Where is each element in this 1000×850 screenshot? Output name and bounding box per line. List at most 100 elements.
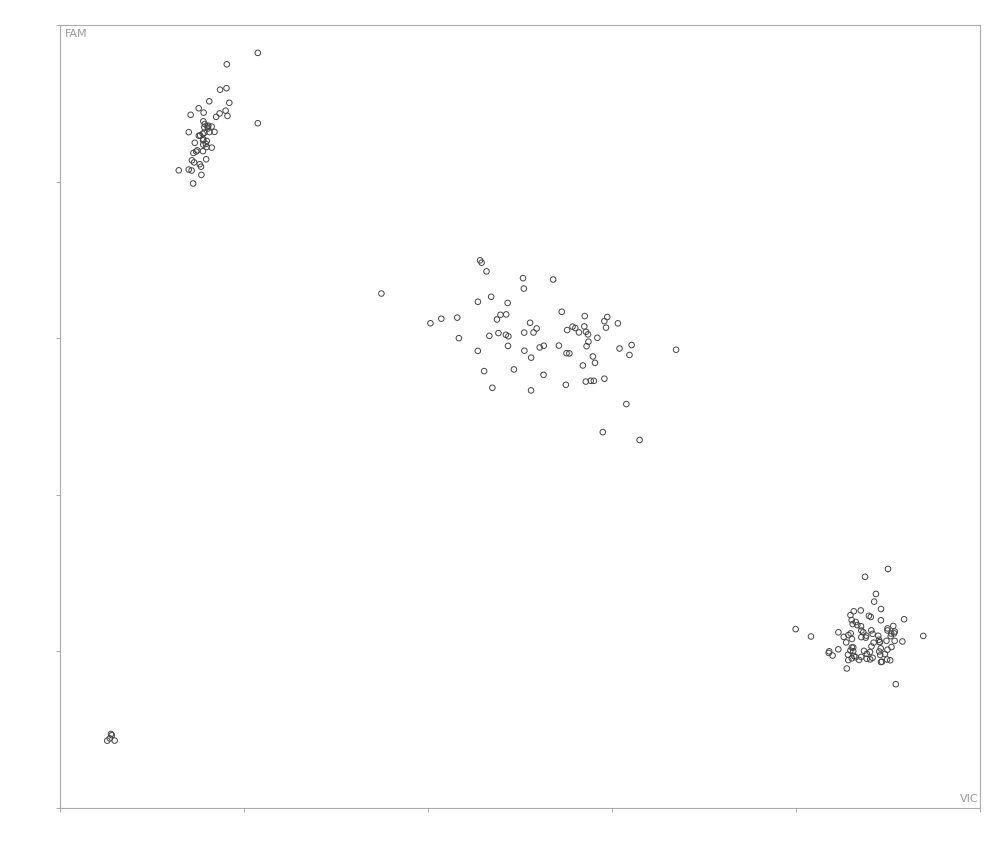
Point — [185, 146, 201, 160]
Point — [894, 635, 910, 649]
Point — [870, 629, 886, 643]
Point — [529, 321, 545, 335]
Point — [844, 641, 860, 654]
Point — [219, 58, 235, 71]
Point — [877, 648, 893, 661]
Point — [212, 106, 228, 120]
Point — [187, 136, 203, 150]
Point — [868, 587, 884, 601]
Point — [872, 649, 888, 662]
Point — [474, 256, 490, 269]
Point — [103, 728, 119, 741]
Point — [200, 119, 216, 133]
Point — [479, 264, 495, 278]
Point — [551, 339, 567, 353]
Point — [490, 326, 506, 340]
Point — [856, 644, 872, 658]
Point — [858, 629, 874, 643]
Point — [621, 348, 637, 362]
Point — [200, 122, 216, 135]
Point — [866, 636, 882, 649]
Point — [580, 327, 596, 341]
Point — [589, 331, 605, 344]
Point — [198, 137, 214, 150]
Point — [844, 652, 860, 666]
Point — [198, 152, 214, 166]
Point — [483, 290, 499, 303]
Point — [579, 339, 595, 353]
Point — [880, 621, 896, 635]
Point — [191, 129, 207, 143]
Point — [181, 125, 197, 139]
Point — [848, 650, 864, 664]
Point — [193, 168, 209, 182]
Point — [181, 162, 197, 176]
Point — [522, 316, 538, 330]
Point — [250, 46, 266, 60]
Point — [830, 643, 846, 656]
Point — [218, 82, 234, 95]
Point — [212, 83, 228, 97]
Point — [575, 359, 591, 372]
Point — [821, 644, 837, 658]
Point — [498, 328, 514, 342]
Point — [200, 120, 216, 133]
Point — [195, 138, 211, 151]
Point — [842, 643, 858, 657]
Point — [195, 144, 211, 158]
Point — [204, 120, 220, 133]
Point — [825, 649, 841, 662]
Point — [476, 365, 492, 378]
Point — [516, 326, 532, 339]
Point — [208, 110, 224, 123]
Point — [585, 349, 601, 363]
Point — [884, 640, 900, 654]
Point — [873, 614, 889, 627]
Point — [896, 613, 912, 626]
Point — [879, 624, 895, 638]
Point — [857, 570, 873, 584]
Point — [840, 654, 856, 667]
Point — [610, 316, 626, 330]
Point — [558, 378, 574, 392]
Point — [580, 335, 596, 348]
Point — [846, 604, 862, 618]
Point — [559, 323, 575, 337]
Point — [577, 309, 593, 323]
Point — [373, 286, 389, 300]
Point — [472, 253, 488, 267]
Point — [859, 647, 875, 660]
Point — [470, 295, 486, 309]
Point — [554, 305, 570, 319]
Point — [853, 620, 869, 633]
Point — [873, 655, 889, 669]
Point — [842, 609, 858, 622]
Point — [863, 610, 879, 624]
Point — [498, 308, 514, 321]
Point — [199, 134, 215, 148]
Point — [188, 144, 204, 158]
Point — [451, 332, 467, 345]
Point — [865, 651, 881, 665]
Point — [196, 126, 212, 139]
Point — [221, 96, 237, 110]
Point — [204, 141, 220, 155]
Point — [863, 624, 879, 638]
Point — [186, 156, 202, 169]
Point — [206, 125, 222, 139]
Point — [849, 618, 865, 632]
Point — [883, 629, 899, 643]
Point — [576, 320, 592, 333]
Point — [500, 339, 516, 353]
Point — [587, 356, 603, 370]
Text: FAM: FAM — [65, 30, 87, 39]
Point — [526, 326, 542, 339]
Point — [853, 604, 869, 617]
Point — [885, 619, 901, 632]
Point — [855, 626, 871, 639]
Point — [853, 624, 869, 638]
Point — [915, 629, 931, 643]
Point — [185, 177, 201, 190]
Point — [879, 653, 895, 666]
Point — [595, 425, 611, 439]
